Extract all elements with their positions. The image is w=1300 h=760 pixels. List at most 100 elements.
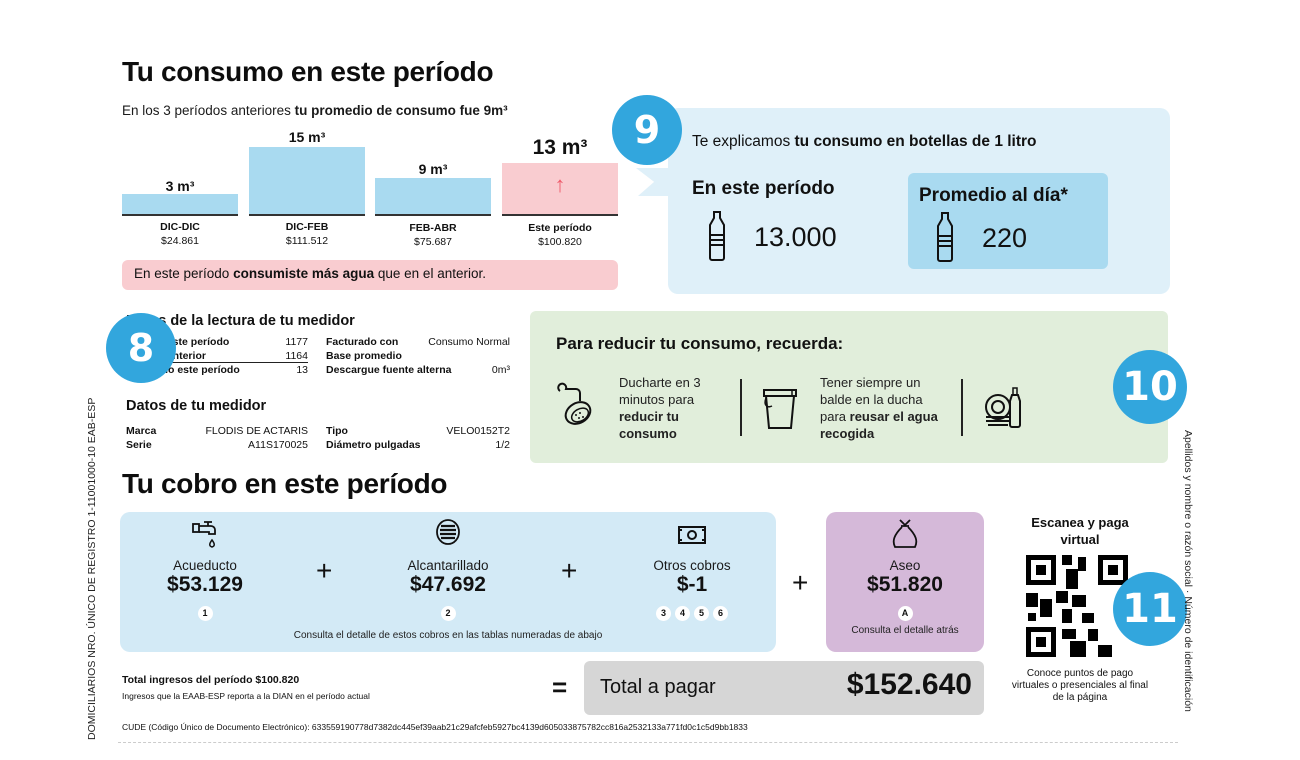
- faucet-icon: [150, 518, 260, 556]
- badge-8: 8: [106, 313, 176, 383]
- bar-amount: $100.820: [538, 236, 582, 248]
- bar-amount: $24.861: [161, 235, 199, 247]
- divider: [961, 379, 963, 436]
- baseline: [502, 214, 618, 216]
- badge-9: 9: [612, 95, 682, 165]
- meter-row: Marca FLODIS DE ACTARIS: [126, 424, 308, 438]
- bucket-icon: [762, 384, 798, 435]
- row-value: FLODIS DE ACTARIS: [205, 425, 309, 437]
- consumption-chart: 3 m³ DIC-DIC $24.861 15 m³ DIC-FEB $111.…: [122, 122, 618, 257]
- divider: [740, 379, 742, 436]
- badge-10: 10: [1113, 350, 1187, 424]
- panel-tail-shape: [638, 168, 670, 196]
- bar-value: 13 m³: [532, 136, 588, 159]
- ref-dot: 5: [694, 605, 709, 621]
- bar-value: 3 m³: [165, 178, 195, 194]
- reading-right-table: Facturado con Consumo Normal Base promedi…: [326, 335, 510, 377]
- total-label: Total a pagar: [600, 676, 716, 698]
- tip-shower: Ducharte en 3 minutos para reducir tu co…: [619, 374, 729, 442]
- bar-category: Este período: [528, 222, 592, 234]
- up-arrow-icon: ↑: [554, 172, 566, 197]
- ref-dot: 3: [656, 605, 671, 621]
- garbage-bag-icon: [826, 518, 984, 552]
- alert-plain: que en el anterior.: [374, 266, 486, 281]
- alert-bold: consumiste más agua: [233, 266, 375, 281]
- row-value: 1/2: [495, 439, 510, 451]
- aseo-panel: [826, 512, 984, 652]
- reduce-tips-panel: [530, 311, 1168, 463]
- cash-icon: [632, 518, 752, 556]
- aseo-note: Consulta el detalle atrás: [851, 625, 959, 636]
- ref-dot: 6: [713, 605, 728, 621]
- intro-bold: tu consumo en botellas de 1 litro: [794, 133, 1037, 150]
- ref-dot: 2: [440, 605, 456, 621]
- charge-alcantarillado: Alcantarillado $47.692 2: [388, 518, 508, 621]
- baseline: [122, 214, 238, 216]
- row-label: Marca: [126, 425, 157, 437]
- bar-current: [502, 163, 618, 214]
- bar-category: DIC-DIC: [160, 221, 200, 233]
- subtitle-plain: En los 3 períodos anteriores: [122, 103, 295, 118]
- ingresos-label: Total ingresos del período $100.820: [122, 674, 300, 686]
- row-label: Tipo: [326, 425, 348, 437]
- dishes-icon: [982, 385, 1024, 434]
- period-label: En este período: [692, 178, 835, 199]
- bar-group-current: 13 m³ ↑ Este período $100.820: [502, 122, 618, 257]
- bar-amount: $111.512: [285, 235, 329, 247]
- bar-group-2: 15 m³ DIC-FEB $111.512: [249, 122, 365, 257]
- plus-sign: +: [316, 555, 333, 586]
- sewer-icon: [388, 518, 508, 556]
- consumo-subtitle: En los 3 períodos anteriores tu promedio…: [122, 103, 508, 118]
- reduce-title: Para reducir tu consumo, recuerda:: [556, 334, 844, 353]
- row-label: Facturado con: [326, 336, 399, 348]
- avg-bottles-value: 220: [982, 223, 1028, 253]
- row-label: Descargue fuente alterna: [326, 364, 452, 376]
- shower-icon: [554, 381, 594, 432]
- charge-aseo: Aseo $51.820 A Consulta el detalle atrás: [826, 518, 984, 636]
- consumo-title: Tu consumo en este período: [122, 56, 494, 87]
- ref-dot: A: [897, 605, 913, 621]
- tip-bold: reusar el agua recogida: [820, 409, 938, 441]
- intro-plain: Te explicamos: [692, 133, 795, 150]
- charge-amount: $-1: [676, 573, 708, 596]
- cut-line: [118, 742, 1178, 743]
- reading-row: Facturado con Consumo Normal: [326, 335, 510, 349]
- reading-title: Datos de la lectura de tu medidor: [126, 313, 355, 329]
- tip-plain: Tener siempre un balde en la ducha para: [820, 375, 923, 424]
- qr-note: Conoce puntos de pago virtuales o presen…: [1011, 668, 1149, 703]
- tip-bold: reducir tu consumo: [619, 409, 679, 441]
- charges-note: Consulta el detalle de estos cobros en l…: [293, 630, 603, 641]
- row-label: Diámetro pulgadas: [326, 439, 421, 451]
- ref-dot: 1: [197, 605, 213, 621]
- row-value: 1177: [285, 336, 308, 348]
- row-label: Serie: [126, 439, 152, 451]
- total-amount: $152.640: [846, 668, 972, 701]
- consumption-alert: En este período consumiste más agua que …: [122, 260, 618, 290]
- bar-value: 9 m³: [418, 161, 448, 177]
- cobro-title: Tu cobro en este período: [122, 468, 448, 499]
- avg-label: Promedio al día*: [919, 185, 1068, 206]
- side-customer-text: Apellidos y nombre o razón social · Núme…: [1182, 430, 1194, 712]
- equals-sign: =: [552, 672, 568, 702]
- total-box: [584, 661, 984, 715]
- baseline: [375, 214, 491, 216]
- row-value: 1164: [285, 350, 308, 362]
- reading-row: Base promedio: [326, 349, 510, 363]
- meter-row: Diámetro pulgadas 1/2: [326, 438, 510, 452]
- bar: [249, 147, 365, 214]
- charge-amount: $51.820: [867, 573, 943, 596]
- qr-code[interactable]: [1026, 555, 1134, 660]
- row-label: Base promedio: [326, 350, 402, 362]
- bar-group-3: 9 m³ FEB-ABR $75.687: [375, 122, 491, 257]
- charge-acueducto: Acueducto $53.129 1: [150, 518, 260, 621]
- tip-bucket: Tener siempre un balde en la ducha para …: [820, 374, 950, 442]
- charges-panel: [120, 512, 776, 652]
- subtitle-bold: tu promedio de consumo fue 9m³: [294, 103, 508, 118]
- badge-11: 11: [1113, 572, 1187, 646]
- cude-code: CUDE (Código Único de Documento Electrón…: [122, 722, 748, 732]
- charge-name: Alcantarillado: [407, 558, 489, 573]
- charge-name: Otros cobros: [653, 558, 731, 573]
- row-value: Consumo Normal: [428, 336, 510, 348]
- period-bottles-value: 13.000: [754, 222, 837, 252]
- meter-left-table: Marca FLODIS DE ACTARIS Serie A11S170025: [126, 424, 308, 452]
